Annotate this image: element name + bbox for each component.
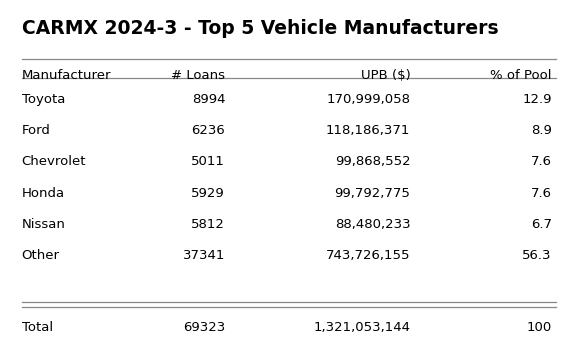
Text: 99,868,552: 99,868,552 (335, 155, 410, 168)
Text: 5812: 5812 (192, 218, 225, 231)
Text: # Loans: # Loans (171, 69, 225, 82)
Text: 88,480,233: 88,480,233 (335, 218, 410, 231)
Text: Other: Other (22, 249, 60, 263)
Text: 100: 100 (527, 321, 552, 334)
Text: 69323: 69323 (183, 321, 225, 334)
Text: CARMX 2024-3 - Top 5 Vehicle Manufacturers: CARMX 2024-3 - Top 5 Vehicle Manufacture… (22, 19, 498, 37)
Text: Chevrolet: Chevrolet (22, 155, 86, 168)
Text: 5929: 5929 (192, 187, 225, 200)
Text: 7.6: 7.6 (531, 187, 552, 200)
Text: 56.3: 56.3 (522, 249, 552, 263)
Text: 8.9: 8.9 (531, 124, 552, 137)
Text: Nissan: Nissan (22, 218, 66, 231)
Text: UPB ($): UPB ($) (361, 69, 410, 82)
Text: 743,726,155: 743,726,155 (326, 249, 410, 263)
Text: 99,792,775: 99,792,775 (335, 187, 410, 200)
Text: Toyota: Toyota (22, 93, 65, 106)
Text: 170,999,058: 170,999,058 (327, 93, 410, 106)
Text: 8994: 8994 (192, 93, 225, 106)
Text: Total: Total (22, 321, 53, 334)
Text: % of Pool: % of Pool (490, 69, 552, 82)
Text: Honda: Honda (22, 187, 65, 200)
Text: Ford: Ford (22, 124, 51, 137)
Text: 118,186,371: 118,186,371 (326, 124, 410, 137)
Text: 6.7: 6.7 (531, 218, 552, 231)
Text: 1,321,053,144: 1,321,053,144 (314, 321, 410, 334)
Text: Manufacturer: Manufacturer (22, 69, 111, 82)
Text: 5011: 5011 (192, 155, 225, 168)
Text: 7.6: 7.6 (531, 155, 552, 168)
Text: 12.9: 12.9 (522, 93, 552, 106)
Text: 6236: 6236 (192, 124, 225, 137)
Text: 37341: 37341 (183, 249, 225, 263)
